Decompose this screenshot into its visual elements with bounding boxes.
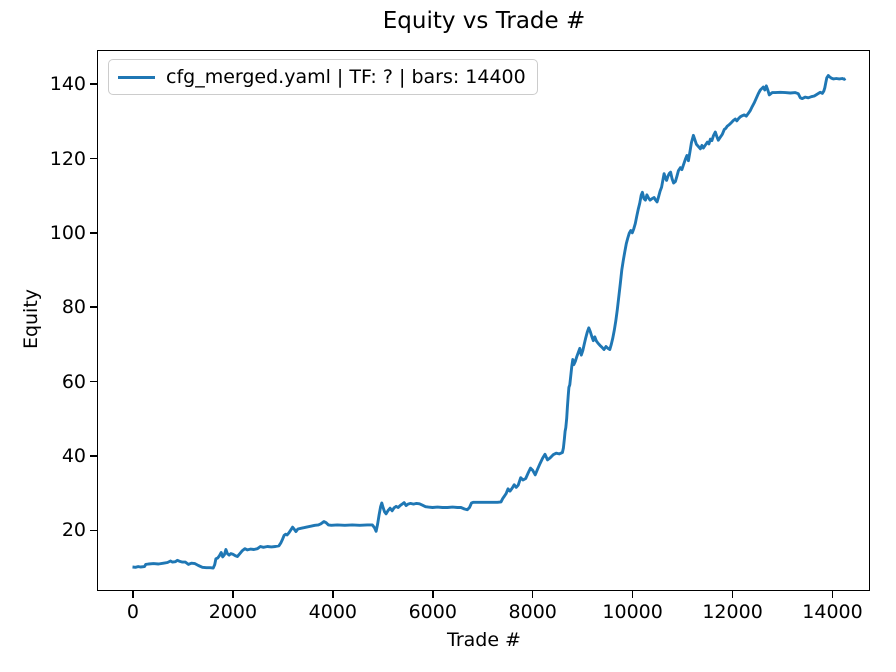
x-tick-mark — [831, 590, 834, 598]
y-tick-mark — [90, 157, 97, 160]
y-tick-mark — [90, 83, 97, 85]
y-tick-label: 80 — [61, 296, 86, 319]
x-tick-label: 2000 — [208, 600, 258, 623]
y-tick-label: 100 — [49, 221, 86, 244]
y-tick-mark — [90, 455, 97, 457]
y-tick-label: 40 — [61, 444, 86, 467]
y-tick-mark — [90, 306, 97, 308]
legend: cfg_merged.yaml | TF: ? | bars: 14400 — [108, 59, 538, 95]
y-tick-label: 20 — [61, 519, 86, 542]
x-tick-mark — [631, 590, 634, 598]
plot-area: cfg_merged.yaml | TF: ? | bars: 14400 — [97, 50, 870, 591]
legend-label: cfg_merged.yaml | TF: ? | bars: 14400 — [166, 66, 526, 88]
chart-title: Equity vs Trade # — [382, 8, 586, 34]
y-tick-label: 120 — [49, 147, 86, 170]
legend-line-sample — [118, 75, 155, 79]
x-tick-mark — [332, 590, 334, 598]
x-axis-label: Trade # — [447, 629, 521, 651]
x-tick-label: 4000 — [308, 600, 358, 623]
x-tick-label: 14000 — [802, 600, 863, 623]
y-tick-label: 60 — [61, 370, 86, 393]
x-tick-label: 8000 — [508, 600, 557, 623]
x-tick-label: 10000 — [602, 600, 663, 623]
x-tick-mark — [432, 590, 434, 598]
x-tick-mark — [731, 590, 734, 598]
y-tick-label: 140 — [49, 73, 86, 96]
x-tick-mark — [531, 590, 534, 598]
equity-line — [132, 74, 847, 570]
y-tick-mark — [90, 529, 97, 532]
x-tick-label: 6000 — [408, 600, 457, 623]
x-tick-label: 12000 — [702, 600, 763, 623]
y-tick-mark — [90, 232, 97, 234]
x-tick-mark — [132, 590, 134, 598]
y-tick-mark — [90, 380, 97, 383]
equity-curve-plot — [132, 74, 847, 570]
x-tick-label: 0 — [126, 600, 140, 623]
x-tick-mark — [232, 590, 234, 598]
